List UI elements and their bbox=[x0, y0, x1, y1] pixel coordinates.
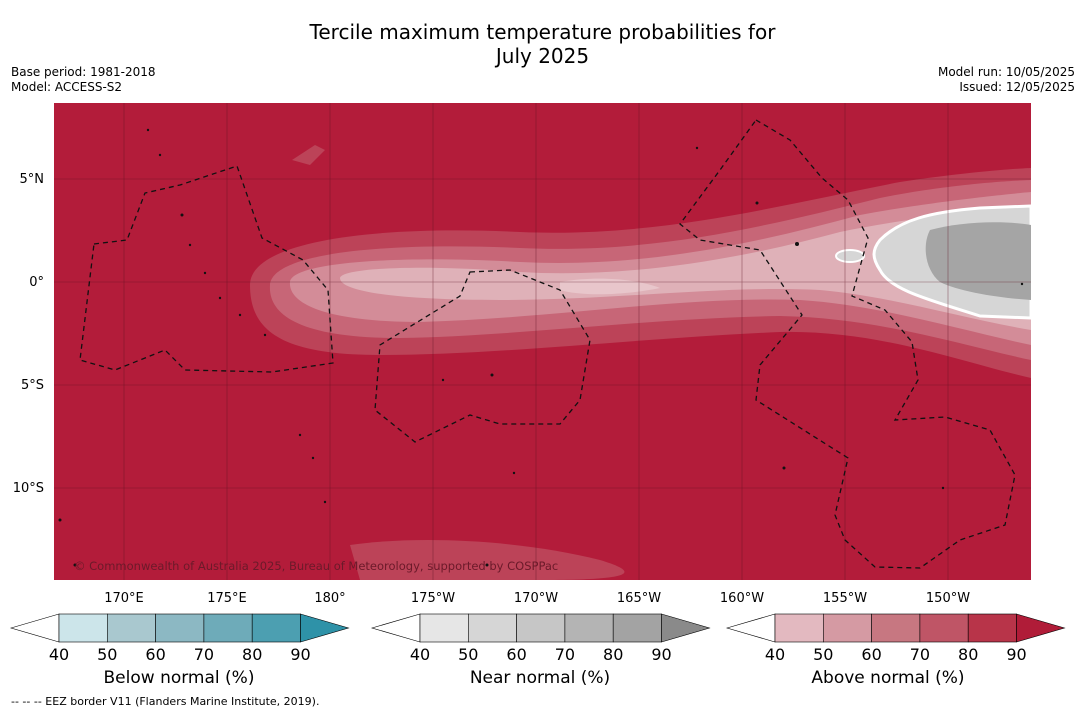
colorbar-tick: 40 bbox=[410, 645, 430, 664]
colorbar-tick: 50 bbox=[458, 645, 478, 664]
colorbar-tick: 50 bbox=[97, 645, 117, 664]
colorbar-segment bbox=[774, 613, 824, 643]
colorbar-extend-high bbox=[1016, 613, 1066, 643]
near-normal-core bbox=[925, 222, 1031, 300]
base-period: Base period: 1981-2018 bbox=[11, 65, 156, 79]
colorbar-segment bbox=[967, 613, 1017, 643]
colorbar-segment bbox=[203, 613, 253, 643]
patch-south bbox=[350, 540, 625, 580]
lat-label: 5°S bbox=[21, 378, 44, 393]
lon-label: 175°W bbox=[411, 591, 455, 606]
colorbar-tick: 70 bbox=[910, 645, 930, 664]
colorbar-tick: 80 bbox=[958, 645, 978, 664]
lon-label: 160°W bbox=[720, 591, 764, 606]
colorbar-tick: 90 bbox=[290, 645, 310, 664]
colorbar-tick: 60 bbox=[145, 645, 165, 664]
model-run: Model run: 10/05/2025 bbox=[937, 65, 1075, 79]
colorbar-extend-high bbox=[661, 613, 711, 643]
colorbar-segment bbox=[919, 613, 969, 643]
lon-label: 155°W bbox=[823, 591, 867, 606]
lon-label: 150°W bbox=[926, 591, 970, 606]
colorbar-below-label: Below normal (%) bbox=[103, 668, 255, 688]
colorbar-segment bbox=[155, 613, 205, 643]
lon-labels: 170°E 175°E 180° 175°W 170°W 165°W 160°W… bbox=[104, 591, 970, 606]
colorbar-extend-low bbox=[9, 613, 60, 643]
model-name: Model: ACCESS-S2 bbox=[11, 80, 123, 94]
colorbar-segment bbox=[467, 613, 517, 643]
near-normal-island bbox=[835, 249, 865, 263]
lat-label: 0° bbox=[29, 275, 44, 290]
lat-labels: 5°N 0° 5°S 10°S bbox=[13, 172, 44, 496]
colorbar-segment bbox=[822, 613, 872, 643]
colorbar-segment bbox=[871, 613, 921, 643]
colorbar-extend-low bbox=[725, 613, 776, 643]
band-90 bbox=[340, 206, 1031, 330]
colorbar-tick: 70 bbox=[555, 645, 575, 664]
lat-label: 5°N bbox=[20, 172, 45, 187]
copyright-text: © Commonwealth of Australia 2025, Bureau… bbox=[74, 559, 558, 573]
colorbar-segment bbox=[564, 613, 614, 643]
colorbar-tick: 40 bbox=[765, 645, 785, 664]
lon-label: 175°E bbox=[207, 591, 247, 606]
lon-label: 170°E bbox=[104, 591, 144, 606]
colorbar-below-normal: 40 50 60 70 80 90 bbox=[9, 613, 350, 664]
title-line-2: July 2025 bbox=[495, 44, 590, 68]
colorbar-extend-low bbox=[370, 613, 421, 643]
lon-label: 180° bbox=[314, 591, 345, 606]
colorbar-tick: 90 bbox=[1006, 645, 1026, 664]
issued-date: Issued: 12/05/2025 bbox=[959, 80, 1075, 94]
map-title: Tercile maximum temperature probabilitie… bbox=[0, 20, 1085, 68]
colorbar-tick: 50 bbox=[813, 645, 833, 664]
colorbar-near-normal: 40 50 60 70 80 90 bbox=[370, 613, 711, 664]
colorbar-segment bbox=[107, 613, 156, 643]
colorbar-segment bbox=[516, 613, 566, 643]
colorbar-segment bbox=[251, 613, 301, 643]
meta-right: Model run: 10/05/2025 Issued: 12/05/2025 bbox=[938, 65, 1075, 95]
eez-borders bbox=[79, 119, 1016, 569]
band-peak bbox=[560, 278, 660, 295]
colorbar-tick: 70 bbox=[194, 645, 214, 664]
colorbar-segment bbox=[58, 613, 108, 643]
colorbar-tick: 80 bbox=[603, 645, 623, 664]
lon-label: 165°W bbox=[617, 591, 661, 606]
patch-north bbox=[292, 145, 325, 165]
lon-label: 170°W bbox=[514, 591, 558, 606]
colorbar-tick: 60 bbox=[506, 645, 526, 664]
meta-left: Base period: 1981-2018 Model: ACCESS-S2 bbox=[11, 65, 156, 95]
colorbar-tick: 80 bbox=[242, 645, 262, 664]
map-area: © Commonwealth of Australia 2025, Bureau… bbox=[54, 103, 1031, 580]
title-line-1: Tercile maximum temperature probabilitie… bbox=[309, 20, 776, 44]
eez-footnote: -- -- -- EEZ border V11 (Flanders Marine… bbox=[11, 695, 320, 708]
graticule bbox=[54, 103, 1031, 580]
colorbar-tick: 90 bbox=[651, 645, 671, 664]
islands bbox=[58, 128, 1024, 567]
colorbar-above-normal: 40 50 60 70 80 90 bbox=[725, 613, 1066, 664]
colorbar-segment bbox=[612, 613, 662, 643]
colorbar-segment bbox=[419, 613, 469, 643]
colorbar-extend-high bbox=[300, 613, 350, 643]
colorbar-tick: 40 bbox=[49, 645, 69, 664]
colorbar-tick: 60 bbox=[861, 645, 881, 664]
colorbar-above-label: Above normal (%) bbox=[811, 668, 965, 688]
colorbar-near-label: Near normal (%) bbox=[469, 668, 611, 688]
lat-label: 10°S bbox=[13, 481, 44, 496]
